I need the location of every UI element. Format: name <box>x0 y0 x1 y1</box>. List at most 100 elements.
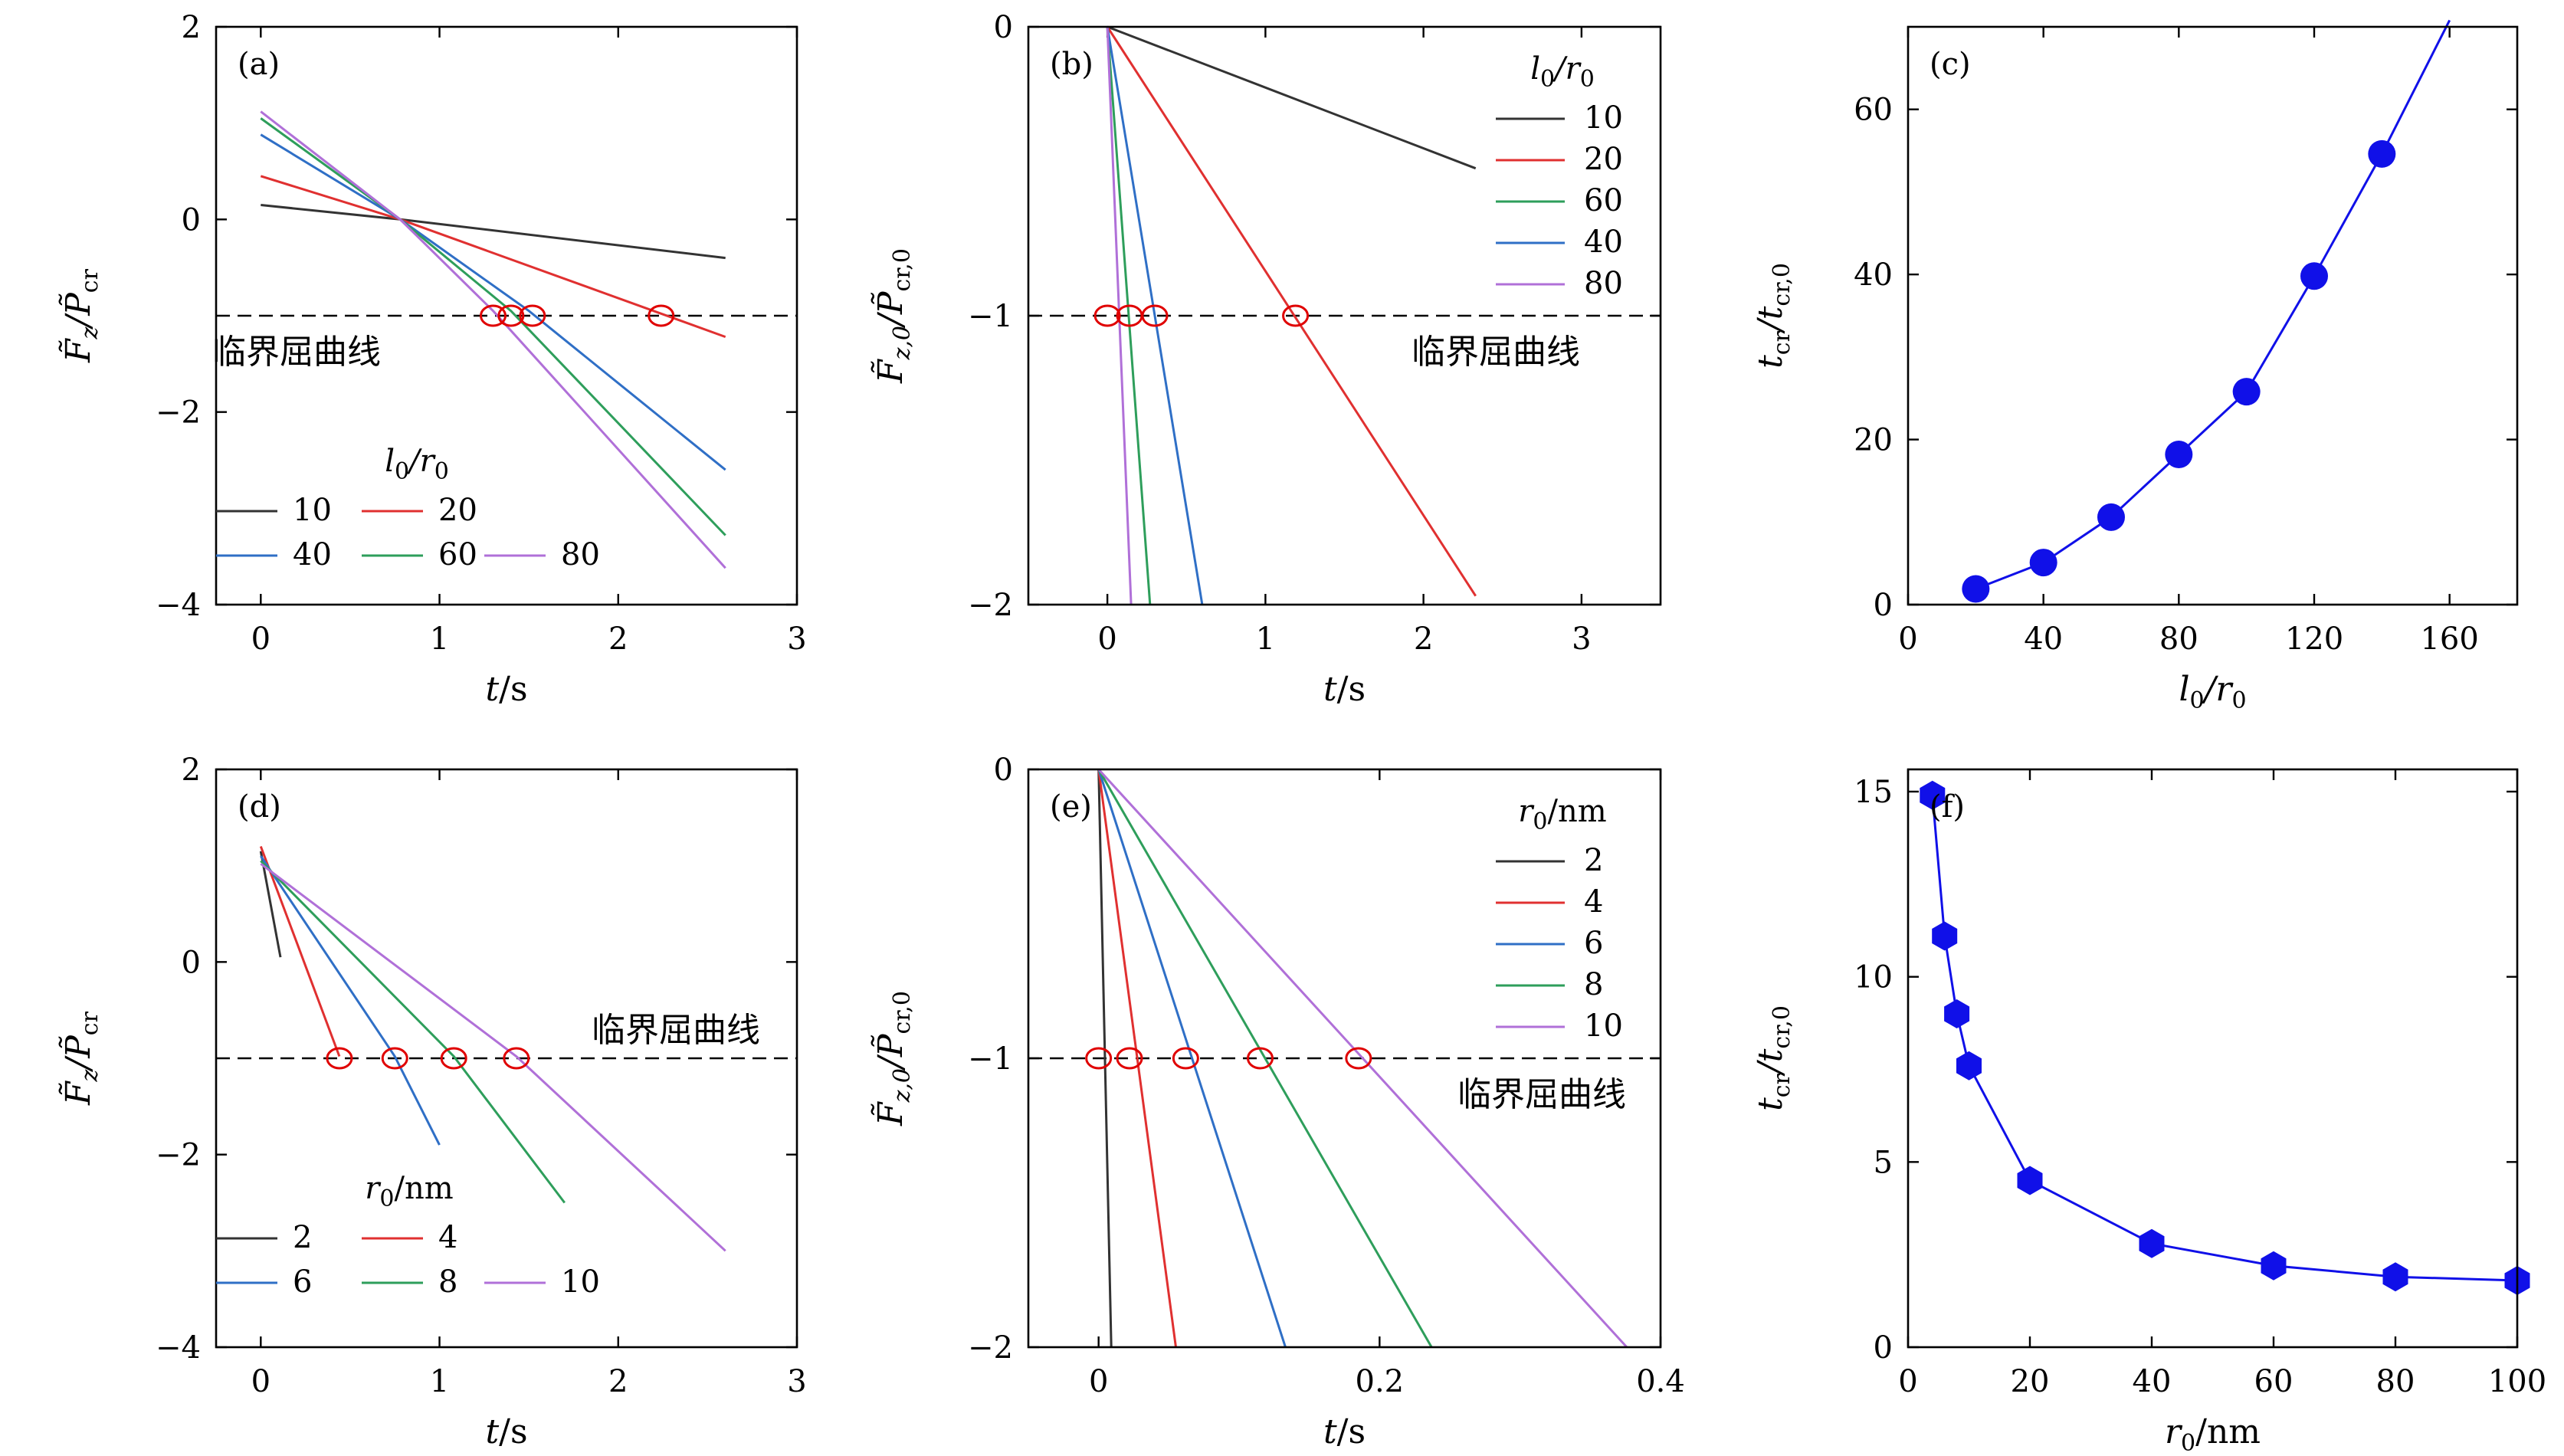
buckling-point-marker <box>1172 1047 1199 1070</box>
chart-panel-f: 0 20 40 60 80 100 0 5 10 15 (f) r0/nm tcr/tcr,0 <box>1751 768 2546 1456</box>
legend-title: l0/r0 <box>1530 51 1595 93</box>
series-line-10 <box>1097 768 1628 1349</box>
legend-label-80: 80 <box>1584 266 1623 301</box>
y-axis-label: F̃z/P̃cr <box>57 268 103 363</box>
x-tick-label: 100 <box>2488 1364 2546 1399</box>
plot-frame <box>1027 25 1662 606</box>
data-point <box>2139 1228 2165 1258</box>
panel-tag: (f) <box>1930 789 1965 825</box>
legend-label-40: 40 <box>1584 225 1623 260</box>
x-axis-label: t/s <box>1323 1412 1366 1451</box>
data-point <box>2232 378 2261 406</box>
y-tick-label: 2 <box>182 753 201 788</box>
critical-line-annotation: 临界屈曲线 <box>1457 1075 1626 1114</box>
y-tick-label: −1 <box>968 299 1013 334</box>
buckling-point-marker <box>519 304 546 327</box>
x-axis-label: r0/nm <box>2165 1412 2261 1456</box>
legend-label-60: 60 <box>1584 183 1623 218</box>
x-tick-label: 40 <box>2133 1364 2172 1399</box>
legend-label-6: 6 <box>293 1264 312 1300</box>
buckling-point-marker <box>648 304 675 327</box>
x-axis-label: l0/r0 <box>2179 670 2246 714</box>
legend: l0/r0 10 20 60 40 80 <box>1496 51 1623 301</box>
legend-title: l0/r0 <box>385 444 449 485</box>
buckling-point-marker <box>440 1047 467 1070</box>
legend-label-10: 10 <box>1584 100 1623 136</box>
data-point <box>2368 139 2396 168</box>
data-point <box>2017 1166 2043 1195</box>
data-point <box>2097 503 2125 531</box>
series-line <box>1975 19 2451 590</box>
buckling-point-marker <box>1085 1047 1113 1070</box>
legend-title: r0/nm <box>1518 794 1606 835</box>
y-tick-label: 10 <box>1854 960 1893 995</box>
y-tick-label: 20 <box>1854 423 1893 458</box>
data-point <box>1962 575 1990 603</box>
y-axis-label: tcr/tcr,0 <box>1751 1005 1795 1111</box>
y-tick-label: −4 <box>156 1330 201 1366</box>
x-tick-label: 80 <box>2159 621 2198 657</box>
legend: r0/nm 2 4 6 8 10 <box>1496 794 1623 1044</box>
y-tick-label: −2 <box>968 1330 1013 1366</box>
buckling-point-marker <box>480 304 507 327</box>
buckling-point-marker <box>503 1047 530 1070</box>
x-tick-label: 160 <box>2420 621 2478 657</box>
y-tick-label: 60 <box>1854 93 1893 128</box>
y-tick-label: 0 <box>994 753 1013 788</box>
legend: r0/nm 2 4 6 8 10 <box>216 1171 600 1300</box>
buckling-point-marker <box>497 304 525 327</box>
x-tick-label: 0 <box>251 1364 270 1399</box>
panel-tag: (e) <box>1050 789 1092 825</box>
critical-line-annotation: 临界屈曲线 <box>212 333 381 372</box>
panel-tag: (b) <box>1050 47 1093 82</box>
chart-panel-d: 0 1 2 3 −4 −2 0 2 (d) t/s F̃z/P̃cr 临界屈曲线 r0/nm 2 4 6 8 10 <box>57 753 807 1451</box>
y-tick-label: 0 <box>182 202 201 238</box>
plot-frame <box>1907 768 2519 1349</box>
y-tick-label: −1 <box>968 1041 1013 1077</box>
x-axis-label: t/s <box>1323 670 1366 709</box>
legend-label-8: 8 <box>1584 967 1603 1002</box>
x-tick-label: 0 <box>1898 621 1917 657</box>
legend-title: r0/nm <box>365 1171 453 1212</box>
x-tick-label: 0 <box>1097 621 1116 657</box>
x-tick-label: 1 <box>430 1364 449 1399</box>
panel-tag: (d) <box>238 789 281 825</box>
x-tick-label: 3 <box>787 1364 806 1399</box>
y-tick-label: −2 <box>968 588 1013 623</box>
x-axis-label: t/s <box>485 1412 527 1451</box>
y-tick-label: 0 <box>182 945 201 980</box>
y-tick-label: 0 <box>1874 1330 1893 1366</box>
chart-panel-c: 0 40 80 120 160 0 20 40 60 (c) l0/r0 tcr/tcr,0 <box>1751 19 2519 714</box>
x-tick-label: 40 <box>2024 621 2063 657</box>
series-line-10 <box>261 204 726 260</box>
legend-label-20: 20 <box>1584 142 1623 177</box>
buckling-point-marker <box>1345 1047 1372 1070</box>
series-line-10 <box>260 863 726 1252</box>
legend-label-8: 8 <box>438 1264 457 1300</box>
y-tick-label: −2 <box>156 395 201 431</box>
panel-tag: (a) <box>238 47 280 82</box>
x-tick-label: 0 <box>1089 1364 1108 1399</box>
x-tick-label: 0 <box>251 621 270 657</box>
series-line-2 <box>1097 769 1113 1348</box>
y-tick-label: 0 <box>994 10 1013 45</box>
y-tick-label: 40 <box>1854 257 1893 293</box>
chart-panel-a: 0 1 2 3 −4 −2 0 2 (a) t/s F̃z/P̃cr 临界屈曲线 l0/r0 10 20 40… <box>57 10 807 709</box>
series-line-40 <box>1106 26 1204 605</box>
legend-label-40: 40 <box>293 537 332 572</box>
chart-panel-e: 0 0.2 0.4 −2 −1 0 (e) t/s F̃z,0/P̃cr,0 临界屈曲线 r0/nm… <box>870 753 1685 1451</box>
x-tick-label: 3 <box>787 621 806 657</box>
panel-tag: (c) <box>1930 47 1971 82</box>
series-line-60 <box>260 117 726 536</box>
buckling-point-marker <box>1116 1047 1143 1070</box>
plot-frame <box>1027 768 1662 1349</box>
buckling-point-marker <box>1247 1047 1274 1070</box>
data-point <box>2165 440 2193 468</box>
buckling-point-marker <box>381 1047 408 1070</box>
series-line-4 <box>1097 769 1177 1348</box>
legend-label-10: 10 <box>561 1264 600 1300</box>
x-tick-label: 0.2 <box>1356 1364 1405 1399</box>
series-line-8 <box>1097 769 1433 1348</box>
x-tick-label: 2 <box>1414 621 1433 657</box>
y-tick-label: 0 <box>1874 588 1893 623</box>
